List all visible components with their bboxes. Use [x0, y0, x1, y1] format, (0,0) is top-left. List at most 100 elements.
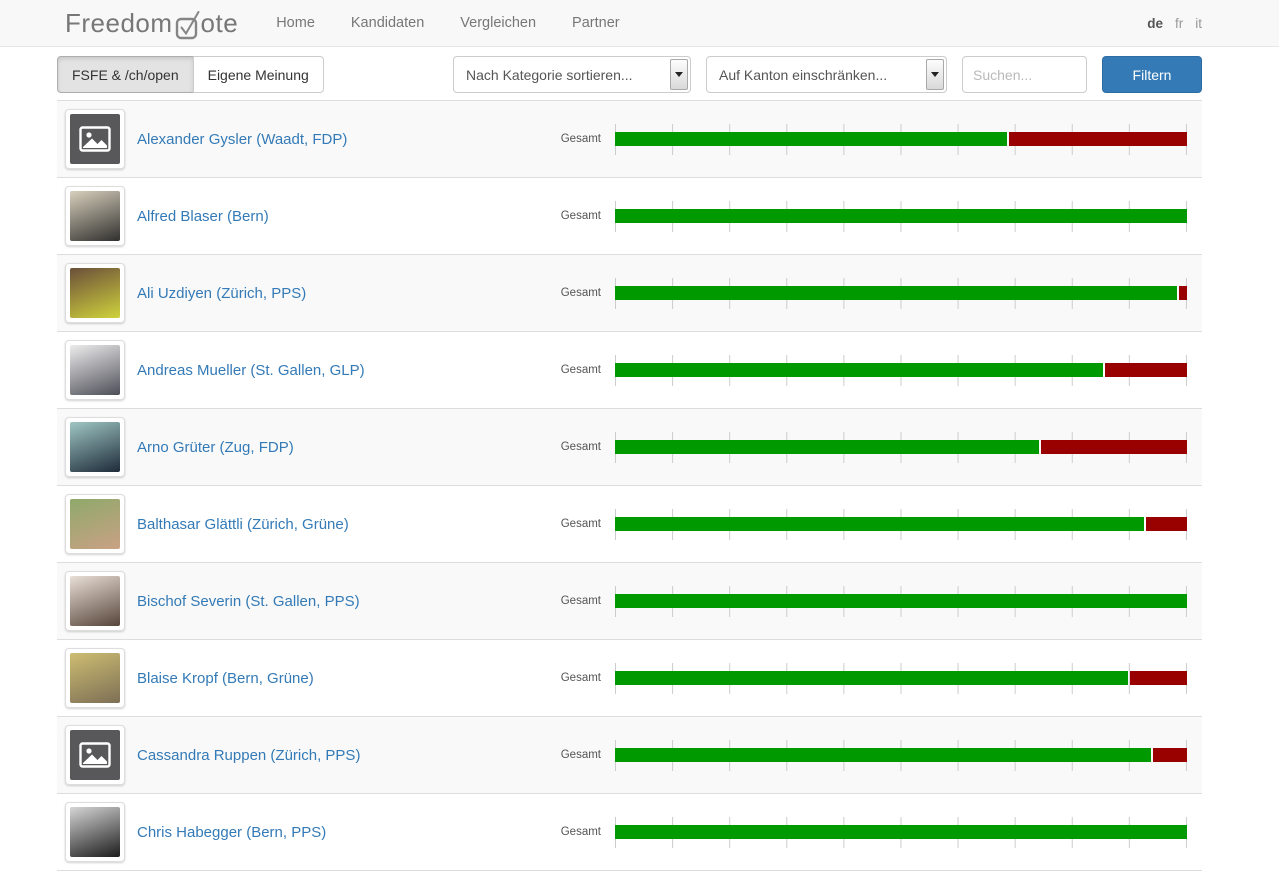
- nav-partner[interactable]: Partner: [572, 15, 620, 31]
- candidate-photo[interactable]: [65, 802, 125, 862]
- candidate-row: Ali Uzdiyen (Zürich, PPS) Gesamt: [57, 254, 1202, 331]
- candidate-list: Alexander Gysler (Waadt, FDP) Gesamt Alf…: [57, 100, 1202, 871]
- score-bar-track: [615, 431, 1187, 463]
- filter-controls: Nach Kategorie sortieren... Auf Kanton e…: [453, 56, 1202, 93]
- score-bar-negative: [1008, 132, 1187, 146]
- candidate-photo[interactable]: [65, 109, 125, 169]
- candidate-row: Alfred Blaser (Bern) Gesamt: [57, 177, 1202, 254]
- score-bar-positive: [615, 363, 1104, 377]
- filter-bar: FSFE & /ch/open Eigene Meinung Nach Kate…: [57, 56, 1202, 93]
- score-bar-positive: [615, 517, 1144, 531]
- filter-submit-button[interactable]: Filtern: [1102, 56, 1202, 93]
- candidate-photo[interactable]: [65, 648, 125, 708]
- photo-placeholder-icon: [79, 126, 111, 152]
- photo-surface: [70, 499, 120, 549]
- candidate-name[interactable]: Blaise Kropf (Bern, Grüne): [137, 669, 314, 687]
- search-input[interactable]: [962, 56, 1087, 93]
- candidate-name[interactable]: Cassandra Ruppen (Zürich, PPS): [137, 746, 361, 764]
- candidate-photo[interactable]: [65, 263, 125, 323]
- select-arrow-icon: [926, 59, 944, 90]
- brand-prefix: Freedom: [65, 7, 173, 38]
- score-bar-positive: [615, 825, 1187, 839]
- candidate-photo[interactable]: [65, 494, 125, 554]
- select-arrow-icon: [670, 59, 688, 90]
- score-bar-track: [615, 585, 1187, 617]
- category-sort-select[interactable]: Nach Kategorie sortieren...: [453, 56, 691, 93]
- score-label: Gesamt: [560, 595, 601, 607]
- candidate-photo[interactable]: [65, 571, 125, 631]
- score-label: Gesamt: [560, 364, 601, 376]
- score-bar-negative: [1130, 671, 1187, 685]
- candidate-name[interactable]: Balthasar Glättli (Zürich, Grüne): [137, 515, 349, 533]
- candidate-row: Arno Grüter (Zug, FDP) Gesamt: [57, 408, 1202, 485]
- candidate-row: Blaise Kropf (Bern, Grüne) Gesamt: [57, 639, 1202, 716]
- candidate-photo[interactable]: [65, 417, 125, 477]
- brand-logo[interactable]: Freedom ote: [65, 8, 238, 39]
- photo-surface: [70, 422, 120, 472]
- navbar: Freedom ote Home Kandidaten Vergleichen …: [0, 0, 1279, 47]
- score-bar: [615, 517, 1187, 531]
- score-bar-negative: [1040, 440, 1187, 454]
- candidate-row: Alexander Gysler (Waadt, FDP) Gesamt: [57, 100, 1202, 177]
- candidate-row: Chris Habegger (Bern, PPS) Gesamt: [57, 793, 1202, 870]
- candidate-photo[interactable]: [65, 186, 125, 246]
- score-bar-track: [615, 277, 1187, 309]
- nav-home[interactable]: Home: [276, 15, 315, 31]
- score-bar-track: [615, 662, 1187, 694]
- candidate-name[interactable]: Alfred Blaser (Bern): [137, 207, 269, 225]
- nav-vergleichen[interactable]: Vergleichen: [460, 15, 537, 31]
- candidate-row: Andreas Mueller (St. Gallen, GLP) Gesamt: [57, 331, 1202, 408]
- photo-surface: [70, 576, 120, 626]
- score-bar-negative: [1145, 517, 1187, 531]
- photo-surface: [70, 807, 120, 857]
- score-bar-positive: [615, 132, 1007, 146]
- candidate-row: Balthasar Glättli (Zürich, Grüne) Gesamt: [57, 485, 1202, 562]
- candidate-photo[interactable]: [65, 340, 125, 400]
- lang-it[interactable]: it: [1195, 15, 1202, 31]
- score-bar: [615, 132, 1187, 146]
- score-bar-negative: [1105, 363, 1187, 377]
- candidate-name[interactable]: Arno Grüter (Zug, FDP): [137, 438, 294, 456]
- score-bar-negative: [1179, 286, 1187, 300]
- candidate-name[interactable]: Alexander Gysler (Waadt, FDP): [137, 130, 348, 148]
- nav-kandidaten[interactable]: Kandidaten: [350, 15, 425, 31]
- score-bar-positive: [615, 440, 1039, 454]
- lang-de[interactable]: de: [1147, 15, 1163, 31]
- score-bar-positive: [615, 748, 1151, 762]
- score-label: Gesamt: [560, 133, 601, 145]
- main-nav: Home Kandidaten Vergleichen Partner: [258, 1, 637, 45]
- lang-fr[interactable]: fr: [1175, 15, 1184, 31]
- score-bar-track: [615, 816, 1187, 848]
- score-bar-track: [615, 508, 1187, 540]
- score-label: Gesamt: [560, 518, 601, 530]
- language-switcher: de fr it: [1147, 16, 1202, 31]
- score-label: Gesamt: [560, 441, 601, 453]
- candidate-name[interactable]: Andreas Mueller (St. Gallen, GLP): [137, 361, 365, 379]
- score-bar: [615, 440, 1187, 454]
- photo-surface: [70, 114, 120, 164]
- score-bar: [615, 363, 1187, 377]
- score-bar: [615, 209, 1187, 223]
- photo-surface: [70, 653, 120, 703]
- source-fsfe-button[interactable]: FSFE & /ch/open: [57, 56, 194, 93]
- source-toggle-group: FSFE & /ch/open Eigene Meinung: [57, 56, 324, 93]
- candidate-name[interactable]: Chris Habegger (Bern, PPS): [137, 823, 327, 841]
- score-bar-track: [615, 200, 1187, 232]
- candidate-name[interactable]: Bischof Severin (St. Gallen, PPS): [137, 592, 360, 610]
- score-bar-track: [615, 354, 1187, 386]
- score-bar: [615, 825, 1187, 839]
- score-bar-positive: [615, 671, 1129, 685]
- score-bar: [615, 748, 1187, 762]
- candidate-row: Bischof Severin (St. Gallen, PPS) Gesamt: [57, 562, 1202, 639]
- score-bar-positive: [615, 286, 1178, 300]
- score-label: Gesamt: [560, 287, 601, 299]
- candidate-name[interactable]: Ali Uzdiyen (Zürich, PPS): [137, 284, 307, 302]
- score-label: Gesamt: [560, 826, 601, 838]
- score-bar-positive: [615, 209, 1187, 223]
- photo-surface: [70, 345, 120, 395]
- candidate-photo[interactable]: [65, 725, 125, 785]
- vote-checkbox-icon: [175, 10, 200, 39]
- canton-filter-select[interactable]: Auf Kanton einschränken...: [706, 56, 947, 93]
- score-bar-positive: [615, 594, 1187, 608]
- source-own-opinion-button[interactable]: Eigene Meinung: [192, 56, 324, 93]
